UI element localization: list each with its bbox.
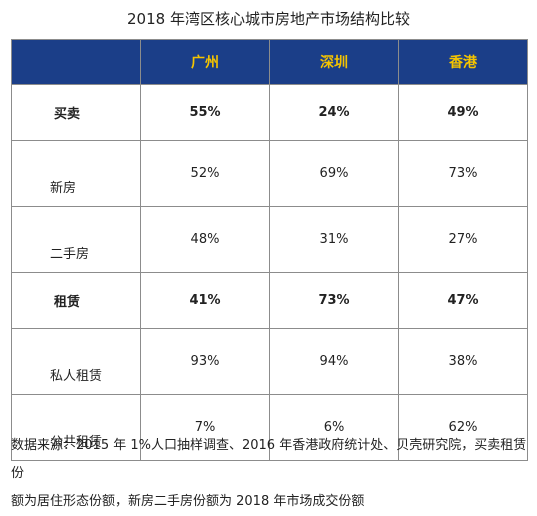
cell-guangzhou: 93% (140, 328, 270, 395)
column-header-shenzhen: 深圳 (269, 39, 399, 85)
cell-hongkong: 47% (398, 272, 528, 329)
cell-guangzhou: 52% (140, 140, 270, 207)
row-label: 买卖 (11, 84, 141, 141)
row-label: 公共租赁 (11, 394, 141, 461)
table-row: 租赁 41% 73% 47% (11, 272, 528, 329)
table-row: 新房 52% 69% 73% (11, 140, 528, 207)
source-note-line: 额为居住形态份额，新房二手房份额为 2018 年市场成交份额 (11, 494, 365, 509)
cell-hongkong: 73% (398, 140, 528, 207)
cell-hongkong: 49% (398, 84, 528, 141)
cell-shenzhen: 69% (269, 140, 399, 207)
table-row: 买卖 55% 24% 49% (11, 84, 528, 141)
row-label: 租赁 (11, 272, 141, 329)
cell-shenzhen: 24% (269, 84, 399, 141)
row-label: 新房 (11, 140, 141, 207)
cell-guangzhou: 41% (140, 272, 270, 329)
cell-hongkong: 62% (398, 394, 528, 461)
cell-shenzhen: 94% (269, 328, 399, 395)
cell-guangzhou: 55% (140, 84, 270, 141)
cell-shenzhen: 73% (269, 272, 399, 329)
table-title: 2018 年湾区核心城市房地产市场结构比较 (127, 10, 410, 28)
cell-shenzhen: 31% (269, 206, 399, 273)
cell-guangzhou: 7% (140, 394, 270, 461)
column-header-guangzhou: 广州 (140, 39, 270, 85)
table-row: 公共租赁 7% 6% 62% (11, 394, 528, 461)
row-label: 二手房 (11, 206, 141, 273)
cell-hongkong: 27% (398, 206, 528, 273)
cell-hongkong: 38% (398, 328, 528, 395)
table-row: 二手房 48% 31% 27% (11, 206, 528, 273)
source-note: 数据来源：2015 年 1%人口抽样调查、2016 年香港政府统计处、贝壳研究院… (11, 432, 531, 516)
header-corner-cell (11, 39, 141, 85)
market-structure-table: 广州 深圳 香港 买卖 55% 24% 49% 新房 52% 69% 73% 二… (11, 39, 528, 461)
row-label: 私人租赁 (11, 328, 141, 395)
column-header-hongkong: 香港 (398, 39, 528, 85)
cell-guangzhou: 48% (140, 206, 270, 273)
header-row: 广州 深圳 香港 (11, 39, 528, 85)
source-note-line: 数据来源：2015 年 1%人口抽样调查、2016 年香港政府统计处、贝壳研究院… (11, 438, 527, 481)
table-row: 私人租赁 93% 94% 38% (11, 328, 528, 395)
